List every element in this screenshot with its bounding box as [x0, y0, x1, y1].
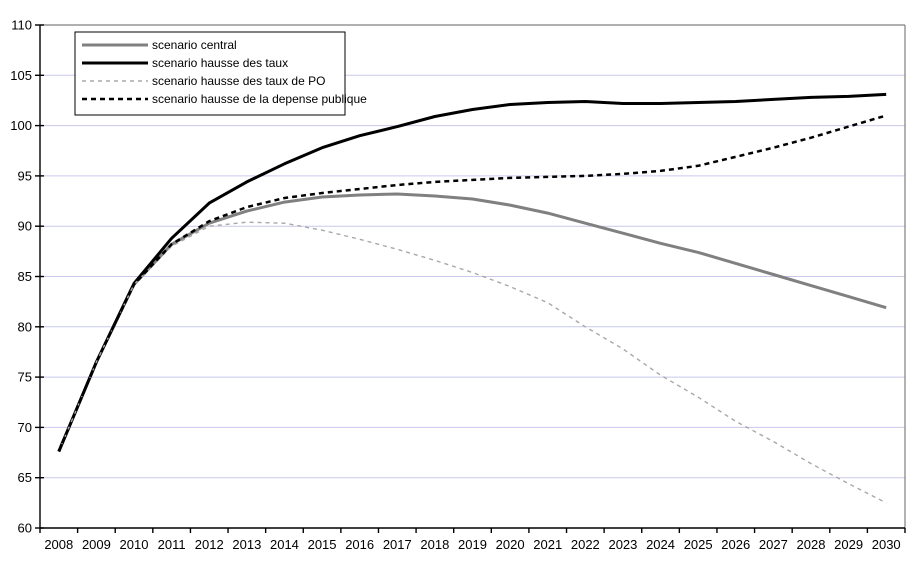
x-axis-label: 2015	[308, 537, 337, 552]
x-axis-label: 2024	[646, 537, 675, 552]
x-axis-label: 2022	[571, 537, 600, 552]
y-axis-label: 65	[18, 470, 32, 485]
x-axis-label: 2029	[834, 537, 863, 552]
y-axis-label: 110	[11, 18, 32, 33]
x-axis-label: 2013	[232, 537, 261, 552]
x-axis-label: 2017	[383, 537, 412, 552]
x-axis-label: 2026	[721, 537, 750, 552]
series-line-scenario-hausse-des-taux-de-po	[58, 221, 887, 504]
x-axis-label: 2030	[872, 537, 901, 552]
y-axis-label: 85	[18, 269, 32, 284]
legend-label: scenario hausse des taux	[152, 56, 288, 70]
legend-label: scenario hausse de la depense publique	[152, 92, 367, 106]
y-axis-label: 90	[18, 219, 32, 234]
x-axis-label: 2014	[270, 537, 299, 552]
y-axis-label: 80	[18, 319, 32, 334]
series-line-scenario-hausse-des-taux	[57, 92, 887, 453]
x-axis-label: 2010	[120, 537, 149, 552]
x-axis-label: 2016	[345, 537, 374, 552]
x-axis-label: 2025	[684, 537, 713, 552]
y-axis-label: 95	[18, 168, 32, 183]
y-axis-label: 100	[10, 118, 32, 133]
series-line-scenario-hausse-de-la-depense-publique	[57, 114, 887, 452]
x-axis-label: 2011	[158, 537, 186, 552]
y-axis-label: 70	[18, 420, 32, 435]
x-axis-label: 2009	[82, 537, 111, 552]
x-axis-label: 2027	[759, 537, 788, 552]
x-axis-label: 2018	[420, 537, 449, 552]
legend-label: scenario central	[152, 38, 237, 52]
x-axis-label: 2020	[496, 537, 525, 552]
x-axis-label: 2028	[797, 537, 826, 552]
y-axis-label: 105	[10, 68, 32, 83]
x-axis-label: 2023	[608, 537, 637, 552]
y-axis-label: 60	[18, 521, 32, 536]
x-axis-label: 2021	[533, 537, 562, 552]
x-axis-label: 2019	[458, 537, 487, 552]
legend-label: scenario hausse des taux de PO	[152, 74, 325, 88]
x-axis-label: 2012	[195, 537, 224, 552]
x-axis-label: 2008	[44, 537, 73, 552]
y-axis-label: 75	[18, 370, 32, 385]
series-line-scenario-central	[57, 192, 887, 453]
